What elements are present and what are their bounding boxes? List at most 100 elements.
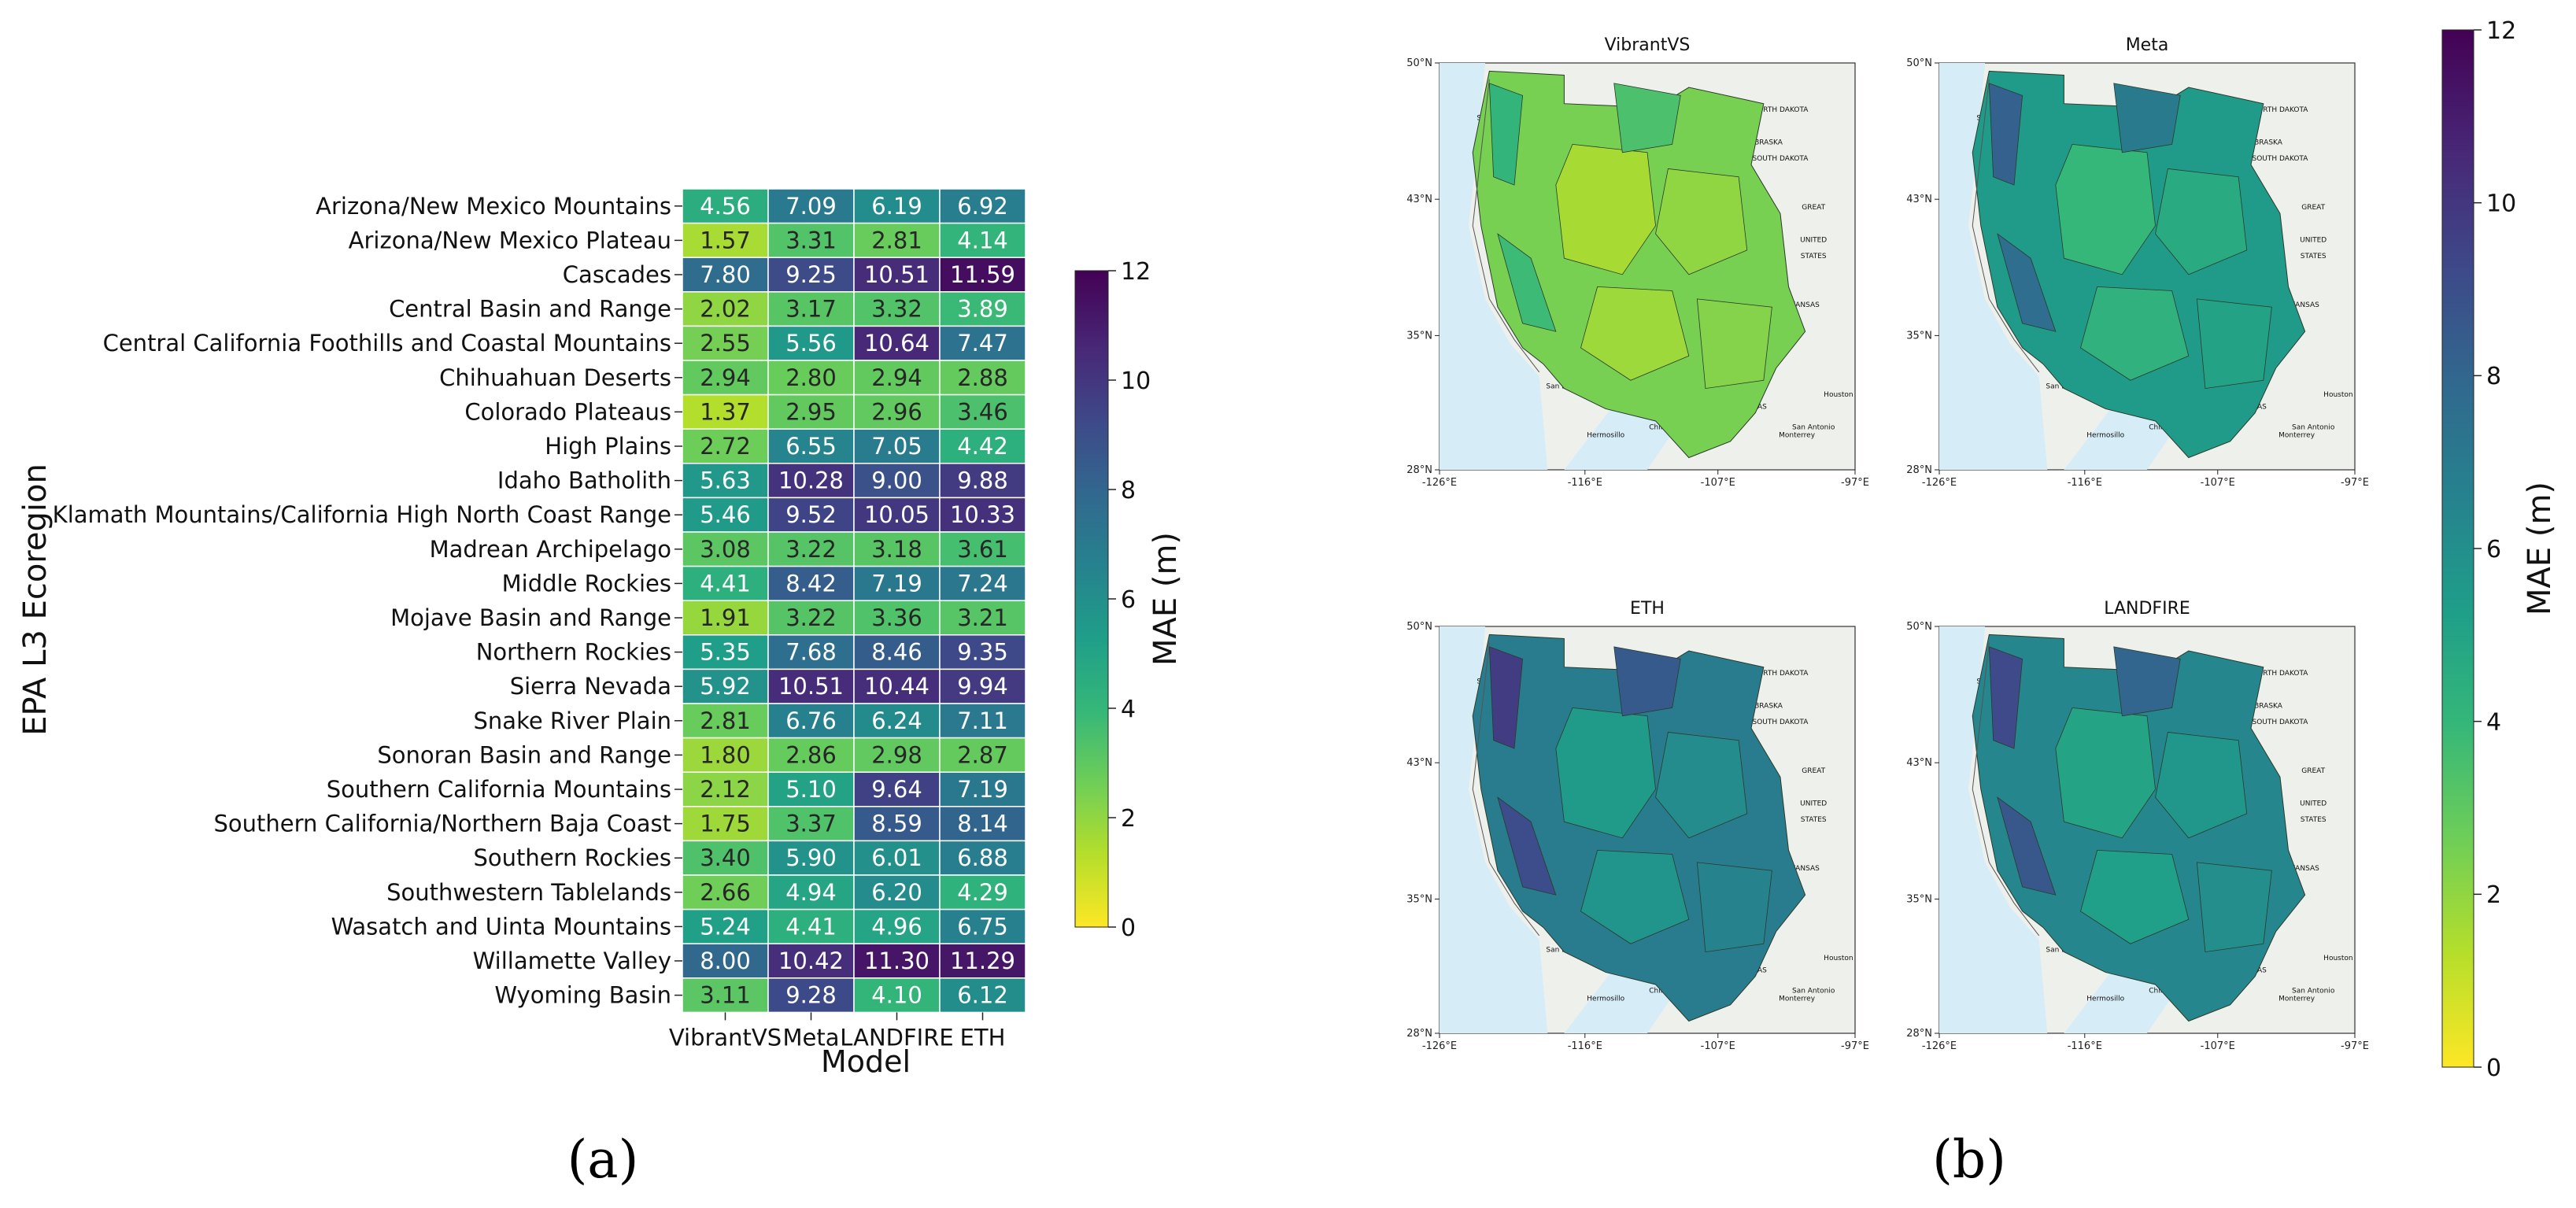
- heatmap-row-label: Central California Foothills and Coastal…: [103, 330, 671, 356]
- heatmap-cell-value: 2.95: [785, 398, 837, 425]
- heatmap-cell-value: 10.51: [778, 673, 844, 700]
- heatmap-cell-value: 3.11: [700, 982, 751, 1009]
- map-subplot: VibrantVS NORTH DAKOTA SOUTH DAKOTA NEBRASK…: [1406, 35, 1869, 489]
- heatmap-cell: [767, 806, 855, 842]
- heatmap-cell-value: 8.42: [785, 570, 837, 597]
- colorbar-tick-label: 10: [2486, 190, 2516, 217]
- heatmap-cell-value: 6.92: [957, 193, 1008, 220]
- map-ocean: [1939, 626, 2048, 1033]
- heatmap-row-label: Sonoran Basin and Range: [377, 741, 671, 768]
- heatmap-cell-value: 1.57: [700, 227, 751, 253]
- heatmap-col-label: Meta: [782, 1024, 839, 1051]
- map-lat-label: 43°N: [1906, 757, 1932, 769]
- map-subregion: [1997, 233, 2057, 332]
- heatmap-cell: [853, 565, 941, 601]
- heatmap-cell-value: 7.47: [957, 330, 1008, 356]
- map-basemap-label: San Antonio: [1792, 423, 1835, 431]
- map-basemap-label: SOUTH DAKOTA: [1753, 155, 1809, 163]
- map-basemap-label: GREAT: [2301, 767, 2325, 775]
- heatmap-cell-value: 2.55: [700, 330, 751, 356]
- map-gulf: [1564, 968, 1681, 1033]
- map-subplot: Meta NORTH DAKOTA SOUTH DAKOTA NEBRASKA GREA…: [1906, 35, 2369, 489]
- heatmap-column-labels: VibrantVS Meta LANDFIRE ETH: [669, 1012, 1005, 1051]
- heatmap-cell: [767, 840, 855, 876]
- map-subregion: [1655, 168, 1748, 275]
- map-subregion: [2080, 286, 2190, 381]
- heatmap-cell-value: 6.01: [871, 844, 922, 871]
- heatmap-cell: [853, 360, 941, 396]
- heatmap-cell-value: 2.87: [957, 741, 1008, 768]
- heatmap-cell-value: 6.24: [871, 707, 922, 734]
- heatmap-cell-value: 7.11: [957, 707, 1008, 734]
- heatmap-row-label: Northern Rockies: [476, 639, 671, 666]
- heatmap-cell-value: 9.00: [871, 467, 922, 494]
- heatmap-cell-value: 3.21: [957, 604, 1008, 631]
- map-subregion: [1488, 83, 1524, 186]
- heatmap-cell: [939, 600, 1026, 636]
- heatmap-cell: [853, 908, 941, 944]
- heatmap-cell-value: 3.18: [871, 536, 922, 563]
- map-basemap-label: GREAT: [2301, 204, 2325, 212]
- maps-colorbar-label: MAE (m): [2522, 482, 2558, 615]
- map-basemap-label: KANSAS: [1791, 301, 1820, 309]
- map-lat-label: 50°N: [1906, 57, 1932, 69]
- map-gulf: [2064, 968, 2181, 1033]
- heatmap-row-label: Idaho Batholith: [497, 467, 671, 494]
- map-basemap-label: SOUTH DAKOTA: [2253, 719, 2309, 726]
- map-lon-label: -97°E: [1841, 477, 1869, 489]
- map-basemap-label: SOUTH DAKOTA: [2253, 155, 2309, 163]
- heatmap-cell-value: 10.05: [864, 501, 930, 528]
- map-lon-label: -97°E: [2341, 477, 2369, 489]
- map-subplot: LANDFIRE NORTH DAKOTA SOUTH DAKOTA NEBRASKA…: [1906, 599, 2369, 1052]
- map-basemap-label: Monterrey: [1779, 996, 1816, 1003]
- map-basemap-label: Monterrey: [1779, 432, 1816, 440]
- map-basemap-label: UNITED: [2300, 800, 2327, 807]
- map-subregion: [1613, 646, 1681, 717]
- heatmap-cell-value: 3.36: [871, 604, 922, 631]
- heatmap-cell-value: 10.44: [864, 673, 930, 700]
- map-basemap-label: NORTH DAKOTA: [1752, 670, 1809, 678]
- map-basemap-label: NEBRASKA: [2245, 139, 2283, 146]
- map-basemap-label: Hermosillo: [2086, 432, 2124, 440]
- heatmap-cell: [939, 291, 1026, 327]
- heatmap-cell-value: 4.94: [785, 879, 837, 906]
- map-basemap-label: NEBRASKA: [2245, 702, 2283, 710]
- heatmap-cell: [767, 565, 855, 601]
- heatmap-row-label: Southern California/Northern Baja Coast: [213, 811, 671, 837]
- heatmap-cell-value: 9.52: [785, 501, 837, 528]
- heatmap-cell-value: 11.29: [950, 948, 1015, 974]
- heatmap-cell-value: 10.42: [778, 948, 844, 974]
- heatmap-cell: [853, 393, 941, 430]
- map-lon-label: -107°E: [1701, 1040, 1735, 1052]
- map-basemap-label: SOUTH DAKOTA: [1753, 719, 1809, 726]
- heatmap-cell: [767, 325, 855, 361]
- heatmap-cell: [853, 428, 941, 464]
- map-lon-label: -97°E: [1841, 1040, 1869, 1052]
- heatmap-cell-value: 4.96: [871, 913, 922, 940]
- map-lat-label: 43°N: [1406, 194, 1432, 205]
- map-basemap-label: Houston: [1824, 955, 1853, 962]
- heatmap-cell-value: 10.33: [950, 501, 1015, 528]
- colorbar-tick-label: 2: [2486, 881, 2501, 909]
- heatmap-cell: [853, 634, 941, 670]
- map-basemap-label: NORTH DAKOTA: [1752, 106, 1809, 114]
- heatmap-row-label: Mojave Basin and Range: [390, 604, 671, 631]
- heatmap-cell-value: 3.22: [785, 604, 837, 631]
- heatmap-cell: [767, 531, 855, 567]
- heatmap-cell: [853, 874, 941, 911]
- heatmap-cell: [939, 874, 1026, 911]
- heatmap-cell: [939, 908, 1026, 944]
- map-subregion: [2196, 298, 2272, 390]
- heatmap-row-labels: Arizona/New Mexico Mountains Arizona/New …: [53, 193, 682, 1009]
- heatmap-cell-value: 1.75: [700, 811, 751, 837]
- map-gulf: [1564, 405, 1681, 470]
- heatmap-cell: [939, 565, 1026, 601]
- heatmap-cell-value: 2.81: [700, 707, 751, 734]
- heatmap-row-label: Klamath Mountains/California High North …: [53, 501, 671, 528]
- heatmap-cell-value: 7.68: [785, 639, 837, 666]
- heatmap-cell: [939, 771, 1026, 807]
- heatmap-cell-value: 5.63: [700, 467, 751, 494]
- heatmap-cell-value: 9.35: [957, 639, 1008, 666]
- map-lat-label: 35°N: [1906, 893, 1932, 905]
